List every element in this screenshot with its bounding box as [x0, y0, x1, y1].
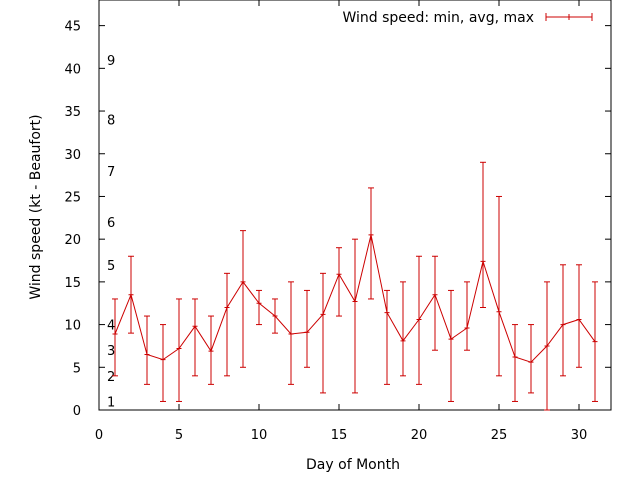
avg-point — [288, 331, 294, 337]
beaufort-label: 2 — [107, 370, 115, 385]
avg-point — [400, 338, 406, 344]
avg-point — [416, 316, 422, 322]
x-tick-label: 0 — [95, 428, 103, 443]
avg-point — [256, 300, 262, 306]
avg-point — [192, 323, 198, 329]
avg-point — [544, 343, 550, 349]
y-tick-label: 15 — [64, 276, 81, 291]
y-tick-label: 35 — [64, 105, 81, 120]
x-tick-label: 30 — [571, 428, 588, 443]
avg-point — [464, 325, 470, 331]
y-tick-label: 10 — [64, 319, 81, 334]
x-tick-label: 25 — [491, 428, 508, 443]
avg-point — [272, 313, 278, 319]
avg-point — [512, 354, 518, 360]
y-tick-label: 20 — [64, 233, 81, 248]
plot-frame — [98, 0, 612, 411]
legend: Wind speed: min, avg, max — [342, 10, 593, 26]
avg-point — [496, 309, 502, 315]
beaufort-label: 9 — [107, 54, 115, 69]
avg-point — [160, 357, 166, 363]
y-tick-label: 5 — [73, 361, 81, 376]
avg-point — [384, 310, 390, 316]
avg-point — [432, 292, 438, 298]
avg-point — [592, 339, 598, 345]
y-tick-label: 40 — [64, 62, 81, 77]
series-layer — [112, 161, 598, 411]
avg-point — [352, 299, 358, 305]
avg-point — [560, 322, 566, 328]
avg-point — [576, 316, 582, 322]
beaufort-label: 3 — [107, 344, 115, 359]
x-tick-label: 15 — [331, 428, 348, 443]
beaufort-labels: 1 2 3 4 5 6 7 8 9 — [107, 54, 115, 411]
x-tick-label: 10 — [251, 428, 268, 443]
beaufort-label: 8 — [107, 114, 115, 129]
avg-point — [368, 232, 374, 238]
beaufort-label: 1 — [107, 395, 115, 410]
y-tick-label: 30 — [64, 148, 81, 163]
avg-point — [112, 331, 118, 337]
legend-label: Wind speed: min, avg, max — [342, 10, 534, 26]
beaufort-label: 4 — [107, 319, 115, 334]
beaufort-label: 7 — [107, 165, 115, 180]
avg-point — [240, 279, 246, 285]
avg-point — [176, 346, 182, 351]
y-axis-title: Wind speed (kt - Beaufort) — [28, 114, 44, 299]
y-tick-label: 0 — [73, 404, 81, 419]
avg-point — [336, 271, 342, 277]
beaufort-label: 5 — [107, 259, 115, 274]
avg-point — [320, 311, 326, 317]
avg-point — [304, 329, 310, 335]
avg-point — [128, 292, 134, 298]
avg-point — [224, 305, 230, 310]
x-axis-title: Day of Month — [306, 457, 400, 473]
y-tick-label: 25 — [64, 190, 81, 205]
avg-point — [480, 258, 486, 264]
y-tick-label: 45 — [64, 20, 81, 35]
avg-point — [448, 336, 454, 342]
avg-point — [208, 348, 214, 354]
avg-point — [144, 351, 150, 357]
avg-point — [528, 359, 534, 365]
x-tick-label: 5 — [175, 428, 183, 443]
x-tick-label: 20 — [411, 428, 428, 443]
beaufort-label: 6 — [107, 216, 115, 231]
